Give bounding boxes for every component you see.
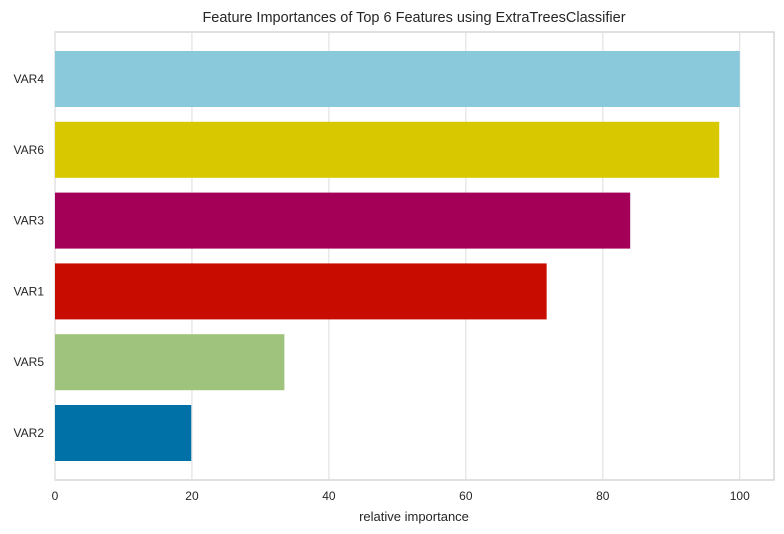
x-tick-label: 60: [459, 489, 473, 503]
y-tick-label: VAR4: [14, 72, 45, 86]
bar-var6: [55, 121, 720, 178]
bars: [55, 51, 740, 461]
x-tick-labels: 0 20 40 60 80 100: [52, 489, 750, 503]
x-tick-label: 40: [322, 489, 336, 503]
chart-title: Feature Importances of Top 6 Features us…: [202, 10, 625, 26]
bar-var1: [55, 263, 547, 320]
x-tick-label: 20: [185, 489, 199, 503]
y-tick-labels: VAR4 VAR6 VAR3 VAR1 VAR5 VAR2: [14, 72, 45, 440]
y-tick-label: VAR3: [14, 214, 45, 228]
bar-var3: [55, 192, 631, 249]
bar-var2: [55, 405, 192, 461]
bar-var4: [55, 51, 740, 107]
x-tick-label: 0: [52, 489, 59, 503]
y-tick-label: VAR2: [14, 426, 45, 440]
x-tick-label: 80: [596, 489, 610, 503]
y-tick-label: VAR6: [14, 143, 45, 157]
y-tick-label: VAR5: [14, 355, 45, 369]
x-tick-label: 100: [730, 489, 750, 503]
y-tick-label: VAR1: [14, 284, 45, 298]
bar-var5: [55, 334, 285, 391]
x-axis-label: relative importance: [359, 509, 469, 524]
